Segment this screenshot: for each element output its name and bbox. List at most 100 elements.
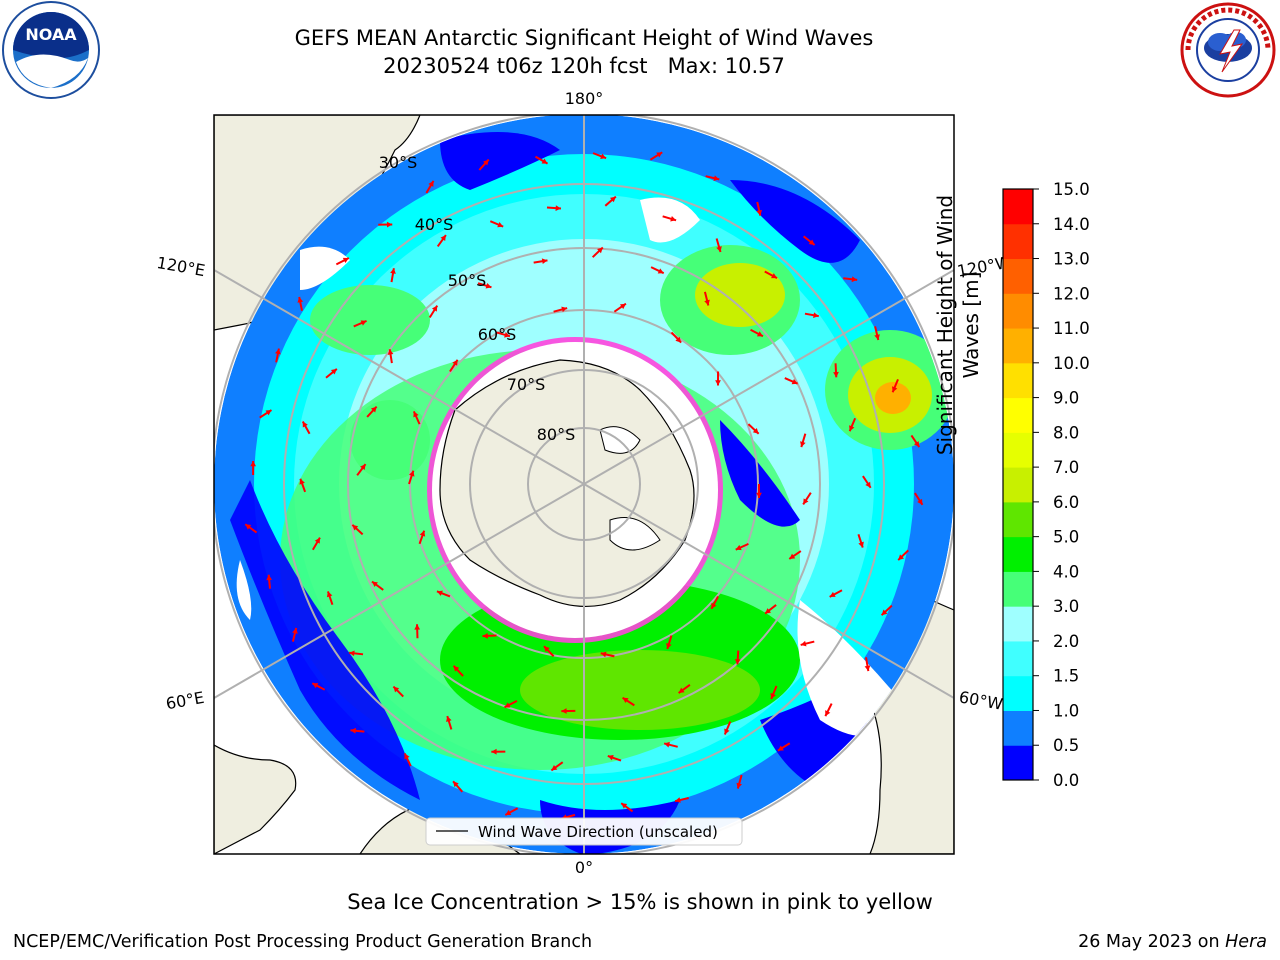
wave-direction-arrowhead [360, 464, 366, 471]
wave-direction-arrowhead [497, 221, 504, 228]
host-name: Hera [1225, 932, 1267, 952]
graticule [214, 115, 954, 854]
wave-direction-arrowhead [414, 624, 421, 630]
wave-direction-arrowhead [314, 537, 320, 544]
lon-label-60e: 60°E [164, 688, 205, 713]
wave-direction-arrowhead [756, 331, 763, 337]
wave-direction-arrowhead [393, 686, 400, 693]
wave-direction-arrowhead [275, 348, 281, 355]
colorbar-swatch [1003, 467, 1033, 503]
wave-direction-arrowhead [865, 481, 871, 488]
wave-direction-arrowhead [656, 152, 663, 158]
wave-direction-arrowhead [485, 283, 492, 289]
colorbar-tick-label: 0.5 [1053, 736, 1079, 755]
wave-direction-arrowhead [771, 273, 778, 279]
colorbar-tick-label: 0.0 [1053, 771, 1079, 790]
colorbar-swatch [1003, 397, 1033, 433]
wave-direction-arrowhead [864, 665, 871, 672]
wave-direction-arrowhead [756, 492, 762, 498]
legend-label: Wind Wave Direction (unscaled) [478, 823, 718, 841]
colorbar-title-line2: Waves [m] [959, 271, 983, 379]
lon-label-120e: 120°E [155, 253, 206, 280]
wave-direction-arrowhead [734, 659, 741, 665]
wave-direction-arrowhead [858, 541, 864, 548]
wave-direction-arrowhead [600, 651, 607, 658]
wave-direction-arrowhead [675, 336, 682, 343]
colorbar-swatch [1003, 536, 1033, 572]
wave-direction-arrowhead [561, 306, 568, 313]
wave-direction-arrowhead [829, 591, 836, 597]
wave-direction-arrowhead [600, 153, 607, 159]
wave-direction-arrowhead [756, 209, 762, 216]
wave-direction-arrowhead [765, 608, 772, 614]
wave-direction-arrowhead [436, 590, 443, 596]
wave-direction-arrowhead [800, 640, 807, 647]
wave-direction-arrowhead [302, 421, 308, 428]
colorbar-tick-label: 9.0 [1053, 389, 1079, 408]
wave-direction-arrowhead [453, 665, 460, 672]
wave-direction-arrowhead [664, 741, 670, 748]
colorbar-tick-label: 13.0 [1053, 250, 1090, 269]
wave-direction-arrowhead [724, 728, 730, 735]
colorbar-title: Significant Height of Wind Waves [m] [932, 165, 984, 485]
wave-direction-arrowhead [849, 425, 855, 432]
wave-direction-arrowhead [711, 602, 717, 609]
colorbar-tick-label: 1.0 [1053, 701, 1079, 720]
wave-direction-arrowhead [541, 158, 548, 164]
colorbar-title-line1: Significant Height of Wind [933, 194, 957, 456]
wave-direction-arrowhead [735, 544, 742, 551]
date-text: 26 May 2023 on Hera [1078, 932, 1267, 952]
wave-direction-arrowhead [504, 332, 510, 338]
wave-direction-arrowhead [370, 406, 377, 413]
wave-direction-arrowhead [678, 687, 685, 694]
colorbar-swatch [1003, 571, 1033, 607]
colorbar: 0.0 0.5 1.0 1.5 2.0 3.0 4.0 5.0 6.0 7.0 8.0 9.0 10.0… [1002, 180, 1090, 790]
wind-wave-arrows [244, 151, 924, 820]
colorbar-swatch [1003, 189, 1033, 225]
wave-direction-arrowhead [330, 368, 337, 375]
wave-direction-arrowhead [505, 809, 512, 815]
wave-direction-arrowhead [350, 727, 356, 734]
wave-direction-arrowhead [892, 386, 898, 393]
wave-direction-arrowhead [716, 246, 722, 252]
wave-direction-arrowhead [482, 632, 488, 639]
wave-direction-arrowhead [813, 312, 819, 319]
lon-label-180: 180° [565, 89, 604, 108]
colorbar-swatch [1003, 223, 1033, 260]
wave-direction-arrowhead [543, 646, 550, 652]
wave-direction-arrowhead [898, 554, 904, 561]
wave-direction-arrowhead [390, 268, 396, 274]
lon-label-60w: 60°W [958, 687, 1005, 713]
wave-direction-arrowhead [428, 180, 434, 187]
map-subtitle: 20230524 t06z 120h fcst Max: 10.57 [383, 54, 785, 78]
lat-label-50s: 50°S [448, 271, 487, 290]
wave-direction-arrowhead [483, 159, 489, 166]
wave-direction-arrowhead [491, 748, 497, 755]
wave-direction-arrowhead [752, 428, 759, 434]
colorbar-tick-label: 3.0 [1053, 597, 1079, 616]
wave-direction-arrowhead [349, 650, 355, 657]
colorbar-swatch [1003, 501, 1033, 538]
wave-direction-arrowhead [440, 235, 446, 242]
wave-direction-arrowhead [777, 745, 784, 751]
wave-direction-arrowhead [360, 320, 367, 326]
wave-direction-arrowhead [851, 276, 858, 283]
colorbar-swatch [1003, 258, 1033, 294]
wave-direction-arrowhead [704, 299, 710, 306]
wave-direction-arrowhead [292, 627, 298, 634]
colorbar-frame [1002, 188, 1034, 781]
colorbar-swatch [1003, 362, 1033, 399]
wave-direction-arrowhead [666, 643, 672, 649]
lat-label-70s: 70°S [507, 375, 546, 394]
lat-label-60s: 60°S [478, 325, 517, 344]
lon-label-0: 0° [575, 858, 593, 877]
wave-direction-arrowhead [917, 498, 923, 505]
sea-ice-note: Sea Ice Concentration > 15% is shown in … [347, 890, 933, 914]
colorbar-tick-label: 6.0 [1053, 493, 1079, 512]
wave-direction-arrowhead [431, 305, 438, 312]
wave-direction-arrowhead [342, 257, 349, 263]
map-frame [213, 114, 955, 855]
wave-direction-arrowhead [597, 247, 603, 254]
wave-direction-arrowhead [297, 297, 304, 303]
